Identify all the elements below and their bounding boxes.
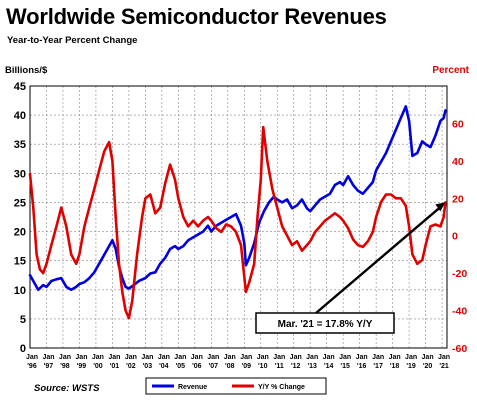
legend-label: Y/Y % Change (258, 384, 305, 391)
x-tick-label-year: '09 (242, 363, 252, 370)
left-tick-label: 45 (14, 81, 26, 93)
x-tick-label-year: '15 (340, 363, 350, 370)
x-tick-label-year: '20 (423, 363, 433, 370)
x-tick-label-month: Jan (422, 354, 434, 361)
x-tick-label-month: Jan (191, 354, 203, 361)
left-tick-label: 25 (14, 197, 26, 209)
x-tick-label-year: '99 (77, 363, 87, 370)
x-tick-label-month: Jan (438, 354, 450, 361)
x-tick-label-month: Jan (372, 354, 384, 361)
x-tick-label-year: '06 (192, 363, 202, 370)
yoy-change-series-line (28, 125, 447, 320)
right-tick-label: 20 (452, 193, 464, 205)
x-tick-label-year: '08 (225, 363, 235, 370)
x-tick-label-month: Jan (158, 354, 170, 361)
right-axis-label: Percent (432, 65, 469, 76)
left-axis-label: Billions/$ (5, 65, 48, 76)
x-tick-label-year: '16 (357, 363, 367, 370)
chart-title: Worldwide Semiconductor Revenues (6, 4, 387, 29)
x-tick-label-year: '07 (209, 363, 219, 370)
x-tick-label-month: Jan (389, 354, 401, 361)
x-tick-label-month: Jan (339, 354, 351, 361)
left-tick-label: 20 (14, 227, 26, 239)
x-tick-label-month: Jan (273, 354, 285, 361)
x-tick-label-month: Jan (75, 354, 87, 361)
right-tick-label: 0 (452, 231, 458, 243)
x-tick-label-month: Jan (405, 354, 417, 361)
x-tick-label-year: '19 (406, 363, 416, 370)
x-tick-label-year: '00 (93, 363, 103, 370)
x-tick-label-year: '01 (110, 363, 120, 370)
x-tick-label-year: '18 (390, 363, 400, 370)
x-tick-label-month: Jan (174, 354, 186, 361)
x-tick-label-year: '04 (159, 363, 169, 370)
x-tick-label-month: Jan (224, 354, 236, 361)
x-tick-label-year: '03 (143, 363, 153, 370)
source-note: Source: WSTS (34, 383, 100, 394)
left-tick-label: 10 (14, 285, 26, 297)
x-tick-label-month: Jan (207, 354, 219, 361)
annotation-text: Mar. '21 = 17.8% Y/Y (278, 319, 373, 330)
x-tick-label-month: Jan (323, 354, 335, 361)
right-tick-label: 60 (452, 118, 464, 130)
x-tick-label-month: Jan (92, 354, 104, 361)
x-tick-label-year: '02 (126, 363, 136, 370)
right-tick-label: -40 (452, 306, 467, 318)
revenue-series-line (28, 105, 447, 292)
chart-subtitle: Year-to-Year Percent Change (7, 35, 138, 46)
x-tick-label-month: Jan (257, 354, 269, 361)
annotation-box (255, 312, 395, 334)
legend-label: Revenue (178, 384, 207, 391)
right-tick-label: 40 (452, 156, 464, 168)
x-tick-label-year: '21 (439, 363, 449, 370)
x-tick-label-year: '12 (291, 363, 301, 370)
x-tick-label-month: Jan (125, 354, 137, 361)
left-tick-label: 0 (20, 343, 26, 355)
left-tick-label: 40 (14, 110, 26, 122)
left-tick-label: 15 (14, 256, 26, 268)
x-tick-label-year: '14 (324, 363, 334, 370)
x-tick-label-year: '05 (176, 363, 186, 370)
x-tick-label-month: Jan (42, 354, 54, 361)
x-tick-label-month: Jan (59, 354, 71, 361)
x-tick-label-year: '13 (307, 363, 317, 370)
x-tick-label-month: Jan (290, 354, 302, 361)
annotation-arrow-line (315, 204, 444, 314)
annotation-arrow-head (435, 202, 446, 212)
left-tick-label: 35 (14, 139, 26, 151)
x-tick-label-month: Jan (356, 354, 368, 361)
x-tick-label-year: '98 (60, 363, 70, 370)
x-tick-label-year: '96 (27, 363, 37, 370)
right-tick-label: -20 (452, 268, 467, 280)
x-tick-label-year: '11 (275, 363, 284, 370)
x-tick-label-month: Jan (306, 354, 318, 361)
left-tick-label: 5 (20, 314, 26, 326)
x-tick-label-year: '17 (373, 363, 383, 370)
plot-frame (29, 85, 448, 349)
x-tick-label-month: Jan (141, 354, 153, 361)
right-tick-label: -60 (452, 343, 467, 355)
x-tick-label-month: Jan (240, 354, 252, 361)
x-tick-label-month: Jan (26, 354, 38, 361)
x-tick-label-year: '97 (44, 363, 54, 370)
left-tick-label: 30 (14, 168, 26, 180)
x-tick-label-month: Jan (108, 354, 120, 361)
x-tick-label-year: '10 (258, 363, 268, 370)
